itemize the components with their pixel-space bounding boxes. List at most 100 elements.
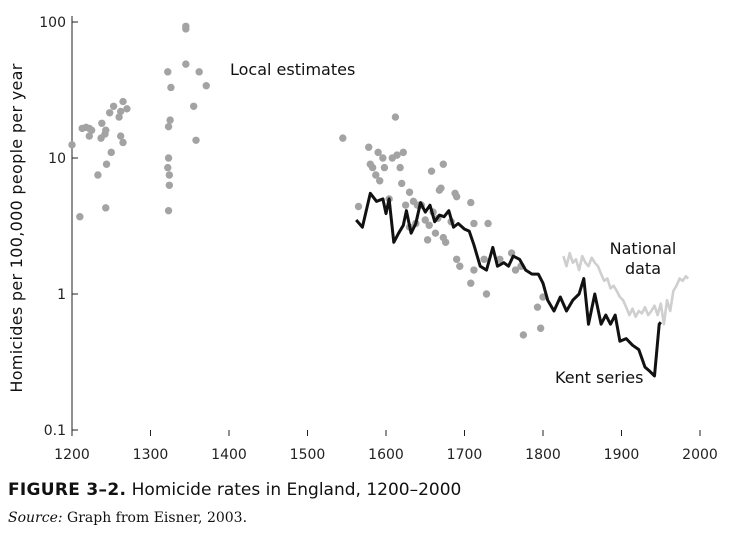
local-estimate-point [102,204,110,212]
local-estimate-point [119,97,127,106]
local-estimate-point [164,68,172,76]
kent-series [355,191,662,378]
local-estimate-point [182,25,190,33]
annotation-kent-series: Kent series [555,368,643,387]
homicide-chart: 0.1 1 10 100 1200 1300 1400 1500 1600 1700 1800 190… [7,15,718,463]
local-estimate-point [372,171,380,179]
source-text: Graph from Eisner, 2003. [62,510,248,526]
x-tick-label: 1400 [211,447,247,463]
local-estimate-point [423,236,432,244]
y-axis-title: Homicides per 100,000 people per year [7,63,26,392]
local-estimate-point [439,160,448,168]
annotation-national-line2: data [625,259,661,278]
local-estimate-point [452,255,461,263]
local-estimate-point [391,113,400,121]
x-tick-label: 2000 [682,447,718,463]
local-estimate-point [116,132,125,140]
local-estimate-point [374,148,382,157]
local-estimate-point [119,138,127,147]
figure-label: FIGURE 3–2. [8,480,127,500]
local-estimate-point [470,219,478,228]
x-tick-label: 1600 [368,447,404,463]
local-estimate-point [164,163,172,172]
x-tick-label: 1900 [604,447,640,463]
local-estimate-point [496,255,504,263]
figure-source: Source: Graph from Eisner, 2003. [8,510,247,526]
local-estimate-point [519,331,528,339]
local-estimate-point [467,279,475,287]
local-estimate-point [480,255,488,263]
local-estimate-point [182,60,190,68]
local-estimate-point [399,148,407,157]
local-estimate-point [167,83,175,92]
local-estimate-point [85,132,93,140]
x-tick-label: 1800 [525,447,561,463]
local-estimate-point [94,171,102,179]
local-estimate-point [484,219,492,228]
local-estimate-point [164,122,173,131]
local-estimate-point [202,82,210,90]
source-label: Source: [8,510,63,526]
local-estimate-point [533,303,542,311]
local-estimate-point [195,68,203,76]
local-estimate-point [76,213,84,221]
local-estimate-point [165,171,174,179]
x-tick-label: 1300 [133,447,169,463]
local-estimate-point [98,119,106,127]
local-estimate-point [421,216,429,224]
local-estimate-point [115,113,123,121]
local-estimate-point [441,238,450,246]
local-estimate-point [189,102,198,110]
local-estimate-point [401,201,410,209]
local-estimate-point [467,198,475,207]
local-estimate-point [164,154,173,162]
local-estimate-point [166,116,174,124]
local-estimate-point [368,163,377,172]
local-estimate-point [109,102,118,110]
y-tick-label: 100 [39,15,66,31]
local-estimate-point [165,181,174,189]
local-estimate-point [68,141,76,149]
local-estimate-point [376,177,384,185]
local-estimate-point [452,192,461,201]
local-estimate-point [437,184,445,192]
local-estimate-point [102,160,111,168]
local-estimate-point [536,324,545,332]
local-estimate-point [398,179,406,188]
y-tick-label: 10 [48,151,66,167]
annotation-local-estimates: Local estimates [230,60,355,79]
kent-series-line [355,191,662,378]
local-estimate-point [365,143,373,151]
local-estimate-point [379,154,387,162]
local-estimate-point [431,229,440,237]
x-tick-label: 1700 [447,447,483,463]
x-tick-label: 1200 [54,447,90,463]
local-estimate-point [354,202,363,211]
local-estimate-point [107,148,115,157]
local-estimate-point [396,163,404,172]
local-estimate-point [339,134,347,142]
local-estimate-point [425,221,433,229]
local-estimate-point [511,266,520,274]
local-estimate-point [105,109,114,117]
local-estimate-point [87,126,96,134]
local-estimate-point [164,206,173,215]
local-estimate-point [405,188,414,196]
local-estimate-point [456,262,464,270]
local-estimate-point [393,151,401,159]
figure-caption: FIGURE 3–2. Homicide rates in England, 1… [8,480,461,500]
local-estimate-point [101,130,109,138]
local-estimate-point [427,167,436,175]
y-tick-label: 0.1 [44,423,66,439]
local-estimate-point [470,266,478,274]
local-estimate-point [123,105,131,113]
chart-axes: 0.1 1 10 100 1200 1300 1400 1500 1600 1700 1800 190… [39,15,718,463]
annotation-national-line1: National [610,239,677,258]
national-data-line [562,251,690,326]
local-estimate-point [380,163,389,172]
figure-title: Homicide rates in England, 1200–2000 [126,480,462,500]
local-estimate-point [192,136,200,144]
national-data-series [562,251,690,326]
y-tick-label: 1 [57,287,66,303]
x-tick-label: 1500 [290,447,326,463]
